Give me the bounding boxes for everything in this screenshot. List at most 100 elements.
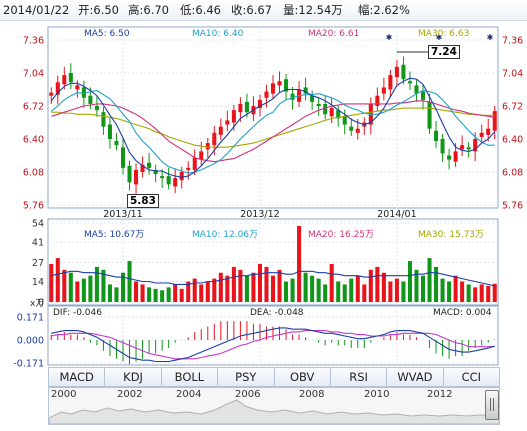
- candle-body: [49, 92, 54, 96]
- candle-body: [101, 112, 106, 127]
- quote-high: 高:6.70: [128, 3, 169, 17]
- ma20-legend: MA20: 6.61: [308, 29, 360, 39]
- volume-bar: [310, 275, 315, 302]
- date-tick-label: 2014/01: [377, 209, 416, 220]
- price-tick-left: 7.36: [23, 36, 44, 47]
- volume-bar: [68, 272, 73, 302]
- candle-body: [205, 143, 210, 150]
- candle-body: [434, 130, 439, 142]
- volume-bar: [238, 269, 243, 302]
- volume-bar: [225, 275, 230, 302]
- volume-bar: [492, 283, 497, 302]
- timeline-year-2002: 2002: [117, 389, 143, 400]
- vol-ma20-legend: MA20: 16.25万: [308, 230, 375, 240]
- candle-body: [473, 139, 478, 152]
- candle-body: [401, 64, 406, 80]
- volume-bar: [107, 284, 112, 302]
- candle-body: [166, 176, 171, 185]
- volume-bar: [166, 287, 171, 302]
- volume-bar: [49, 263, 54, 302]
- candle-body: [94, 106, 99, 111]
- ma30-legend: MA30: 6.63: [418, 29, 470, 39]
- candle-body: [62, 75, 67, 85]
- quote-date: 2014/01/22: [3, 3, 70, 17]
- volume-bar: [88, 275, 93, 302]
- volume-bar: [394, 278, 399, 302]
- volume-bar: [244, 275, 249, 302]
- macd-tick: 0.171: [17, 313, 44, 324]
- timeline-drag-handle[interactable]: [485, 390, 499, 420]
- timeline-year-2012: 2012: [427, 389, 453, 400]
- volume-bar: [101, 269, 106, 302]
- candle-body: [284, 79, 289, 92]
- ma10-legend: MA10: 6.40: [192, 29, 244, 39]
- quote-close: 收:6.67: [231, 3, 272, 17]
- ma5-line: [50, 77, 496, 178]
- timeline-scroller[interactable]: [48, 387, 500, 425]
- tab-macd[interactable]: MACD: [49, 368, 106, 386]
- candle-body: [134, 169, 139, 185]
- volume-bar: [94, 266, 99, 302]
- candle-body: [153, 169, 158, 175]
- volume-bar: [114, 287, 119, 302]
- candle-body: [336, 110, 341, 119]
- price-tick-right: 7.04: [502, 69, 523, 80]
- candle-body: [212, 132, 217, 146]
- volume-bar: [336, 281, 341, 302]
- candle-body: [420, 91, 426, 100]
- candle-body: [453, 151, 458, 162]
- low-marker-label: 5.83: [127, 194, 159, 208]
- candle-body: [381, 87, 386, 94]
- candle-body: [270, 83, 276, 94]
- ma5-legend: MA5: 6.50: [84, 29, 130, 39]
- volume-bar: [342, 284, 347, 302]
- volume-bar: [434, 266, 439, 302]
- candle-body: [127, 165, 132, 183]
- volume-bar: [55, 258, 60, 302]
- candle-body: [355, 128, 360, 133]
- volume-tick: 14: [32, 277, 44, 288]
- timeline-year-2008: 2008: [299, 389, 325, 400]
- candle-body: [486, 128, 491, 135]
- quote-change: 幅:2.62%: [358, 3, 410, 17]
- tab-boll[interactable]: BOLL: [162, 368, 219, 386]
- volume-bar: [368, 269, 373, 302]
- tab-cci[interactable]: CCI: [461, 370, 482, 384]
- volume-bar: [381, 272, 386, 302]
- volume-bar: [218, 272, 223, 302]
- dif-legend: DIF: -0.046: [53, 308, 102, 318]
- volume-bar: [486, 285, 491, 302]
- volume-bar: [329, 263, 334, 302]
- volume-bar: [147, 287, 152, 302]
- volume-bar: [440, 278, 445, 302]
- high-marker-label: 7.24: [428, 45, 460, 59]
- volume-bar: [62, 269, 67, 302]
- volume-bar: [284, 281, 289, 302]
- tab-rsi[interactable]: RSI: [331, 368, 388, 386]
- timeline-year-2004: 2004: [176, 389, 202, 400]
- volume-bar: [466, 284, 471, 302]
- volume-bar: [192, 278, 197, 302]
- candle-body: [310, 95, 315, 102]
- price-tick-right: 7.36: [502, 36, 523, 47]
- volume-bar: [199, 284, 204, 302]
- quote-open: 开:6.50: [78, 3, 119, 17]
- tab-wvad[interactable]: WVAD: [387, 368, 444, 386]
- tab-psy[interactable]: PSY: [218, 368, 275, 386]
- volume-bar: [270, 275, 276, 302]
- volume-bar: [303, 272, 308, 302]
- tab-kdj[interactable]: KDJ: [105, 368, 162, 386]
- candle-body: [68, 73, 73, 83]
- candle-body: [375, 95, 380, 106]
- candle-body: [173, 178, 178, 187]
- volume-unit-label: x万: [30, 299, 45, 309]
- tab-obv[interactable]: OBV: [275, 368, 331, 386]
- candle-body: [199, 151, 204, 160]
- volume-bar: [427, 258, 432, 302]
- candle-body: [140, 164, 145, 172]
- ma10-line: [50, 89, 495, 174]
- volume-bar: [75, 281, 80, 302]
- volume-bar: [407, 261, 412, 302]
- candle-body: [388, 75, 393, 90]
- volume-bar: [257, 263, 262, 302]
